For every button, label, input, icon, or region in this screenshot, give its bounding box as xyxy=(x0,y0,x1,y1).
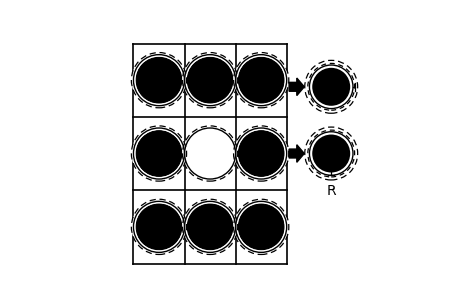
FancyArrow shape xyxy=(289,145,304,162)
Circle shape xyxy=(312,67,351,106)
Circle shape xyxy=(136,131,182,176)
Circle shape xyxy=(136,57,182,103)
Circle shape xyxy=(238,57,284,103)
Circle shape xyxy=(238,204,284,250)
Text: R: R xyxy=(326,184,336,198)
Circle shape xyxy=(187,57,233,103)
Circle shape xyxy=(136,204,182,250)
Circle shape xyxy=(187,131,233,176)
FancyArrow shape xyxy=(289,78,304,95)
Circle shape xyxy=(238,131,284,176)
Circle shape xyxy=(187,204,233,250)
Circle shape xyxy=(312,134,351,173)
